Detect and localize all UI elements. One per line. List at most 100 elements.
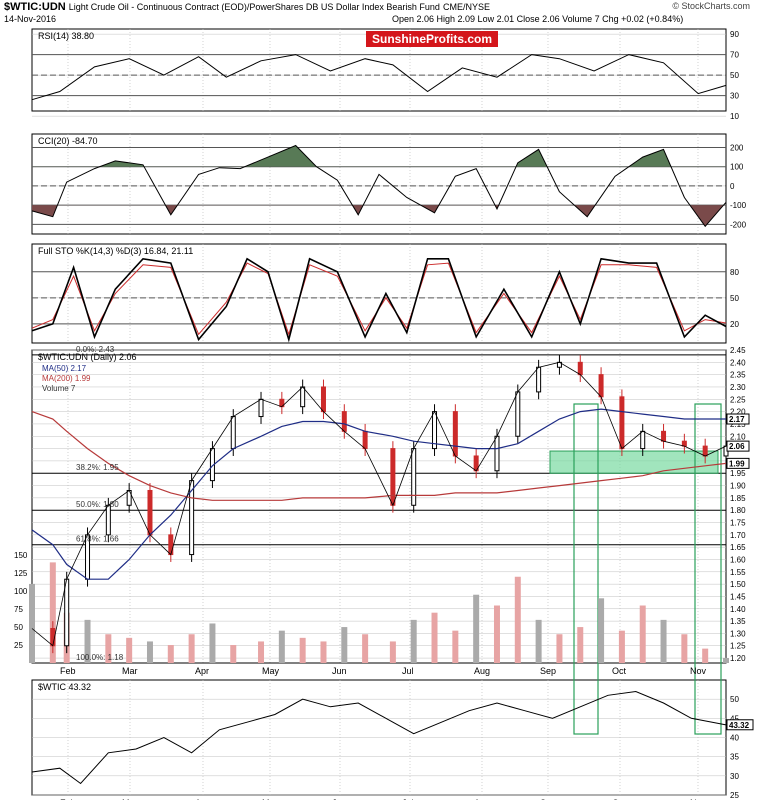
candle-body xyxy=(341,411,347,432)
tick-label-price: 1.60 xyxy=(730,555,746,564)
volume-bar xyxy=(146,641,153,663)
month-label: Mar xyxy=(122,798,138,800)
candle-body xyxy=(258,398,264,418)
volume-bar xyxy=(618,630,625,663)
panel-frame-cci xyxy=(31,133,727,235)
exchange-label: CME/NYSE xyxy=(443,2,491,12)
fib-label: 50.0%: 1.80 xyxy=(76,500,119,509)
panel-frame-full_sto xyxy=(31,243,727,344)
description-label: Light Crude Oil - Continuous Contract (E… xyxy=(68,2,440,12)
fib-label: 100.0%: 1.18 xyxy=(76,653,124,662)
month-label: Aug xyxy=(474,666,490,676)
month-label: Feb xyxy=(60,666,76,676)
wtic-current-label: 43.32 xyxy=(729,721,750,730)
tick-label-price: 1.20 xyxy=(730,654,746,663)
volume-bar xyxy=(452,630,459,663)
candle-body xyxy=(168,534,174,556)
chart-header: $WTIC:UDN Light Crude Oil - Continuous C… xyxy=(4,1,490,13)
tick-label-wtic: 35 xyxy=(730,753,739,762)
volume-bar xyxy=(299,637,306,663)
volume-bar xyxy=(681,634,688,663)
tick-label-price: 2.45 xyxy=(730,346,746,355)
volume-tick-label: 50 xyxy=(14,623,23,632)
tick-label-price: 2.25 xyxy=(730,395,746,404)
volume-bar xyxy=(188,634,195,663)
close-label-box xyxy=(726,440,750,452)
tick-label-price: 1.35 xyxy=(730,617,746,626)
volume-bar xyxy=(84,619,91,663)
month-label: May xyxy=(262,666,280,676)
candle-body xyxy=(230,416,236,450)
legend-entry: MA(200) 1.99 xyxy=(42,374,91,383)
volume-bar xyxy=(126,637,133,663)
month-label: Nov xyxy=(690,798,707,800)
highlight-box-november xyxy=(694,403,722,735)
volume-bar xyxy=(278,630,285,663)
volume-bar xyxy=(514,576,521,663)
tick-label-price: 1.75 xyxy=(730,519,746,528)
close-label: 2.17 xyxy=(729,415,745,424)
tick-label-price: 1.45 xyxy=(730,592,746,601)
volume-bar xyxy=(49,562,56,663)
month-label: Nov xyxy=(690,666,707,676)
candle-body xyxy=(494,435,500,472)
tick-label-price: 1.55 xyxy=(730,568,746,577)
volume-bar xyxy=(105,634,112,663)
tick-label-wtic: 50 xyxy=(730,695,739,704)
tick-label-rsi: 70 xyxy=(730,51,739,60)
tick-label-price: 1.90 xyxy=(730,482,746,491)
wtic-line xyxy=(31,690,727,785)
ohlc-label: Open 2.06 High 2.09 Low 2.01 Close 2.06 … xyxy=(392,14,684,24)
month-label: Aug xyxy=(474,798,490,800)
tick-label-cci: 100 xyxy=(730,163,744,172)
tick-label-full_sto: 80 xyxy=(730,268,739,277)
ma50-line xyxy=(31,408,726,580)
volume-bar xyxy=(473,594,480,663)
candle-body xyxy=(390,448,396,506)
tick-label-price: 2.10 xyxy=(730,432,746,441)
volume-bar xyxy=(258,641,265,663)
volume-bar xyxy=(660,619,667,663)
month-label: Mar xyxy=(122,666,138,676)
candle-body xyxy=(702,445,708,457)
month-label: Jun xyxy=(332,666,347,676)
tick-label-price: 1.50 xyxy=(730,580,746,589)
volume-bar xyxy=(535,619,542,663)
tick-label-full_sto: 50 xyxy=(730,294,739,303)
tick-label-price: 2.20 xyxy=(730,408,746,417)
volume-bar xyxy=(362,634,369,663)
tick-label-wtic: 45 xyxy=(730,714,739,723)
tick-label-cci: -200 xyxy=(730,220,747,229)
tick-label-price: 1.25 xyxy=(730,642,746,651)
tick-label-price: 1.95 xyxy=(730,469,746,478)
volume-bar xyxy=(167,645,174,663)
tick-label-cci: -100 xyxy=(730,201,747,210)
close-label-box xyxy=(726,457,750,469)
volume-tick-label: 75 xyxy=(14,605,23,614)
panel-title-rsi: RSI(14) 38.80 xyxy=(38,31,94,41)
fib-label: 38.2%: 1.95 xyxy=(76,463,119,472)
volume-bar xyxy=(431,612,438,663)
tick-label-price: 1.85 xyxy=(730,494,746,503)
volume-bar xyxy=(556,634,563,663)
watermark-logo: SunshineProfits.com xyxy=(366,31,499,47)
volume-bar xyxy=(577,627,584,663)
rsi-line xyxy=(31,54,727,101)
cci-oversold-fill xyxy=(32,205,726,227)
month-label: May xyxy=(262,798,280,800)
tick-label-rsi: 10 xyxy=(730,112,739,121)
volume-bar xyxy=(702,648,709,663)
tick-label-price: 1.30 xyxy=(730,629,746,638)
tick-label-price: 2.40 xyxy=(730,358,746,367)
close-label: 1.99 xyxy=(729,459,745,468)
month-label: Oct xyxy=(612,798,627,800)
month-label: Jun xyxy=(332,798,347,800)
candle-body xyxy=(147,489,153,536)
fib-label: 0.0%: 2.43 xyxy=(76,345,115,354)
tick-label-full_sto: 20 xyxy=(730,320,739,329)
tick-label-price: 1.40 xyxy=(730,605,746,614)
month-label: Apr xyxy=(195,798,209,800)
candle-body xyxy=(362,430,368,450)
tick-label-wtic: 40 xyxy=(730,734,739,743)
